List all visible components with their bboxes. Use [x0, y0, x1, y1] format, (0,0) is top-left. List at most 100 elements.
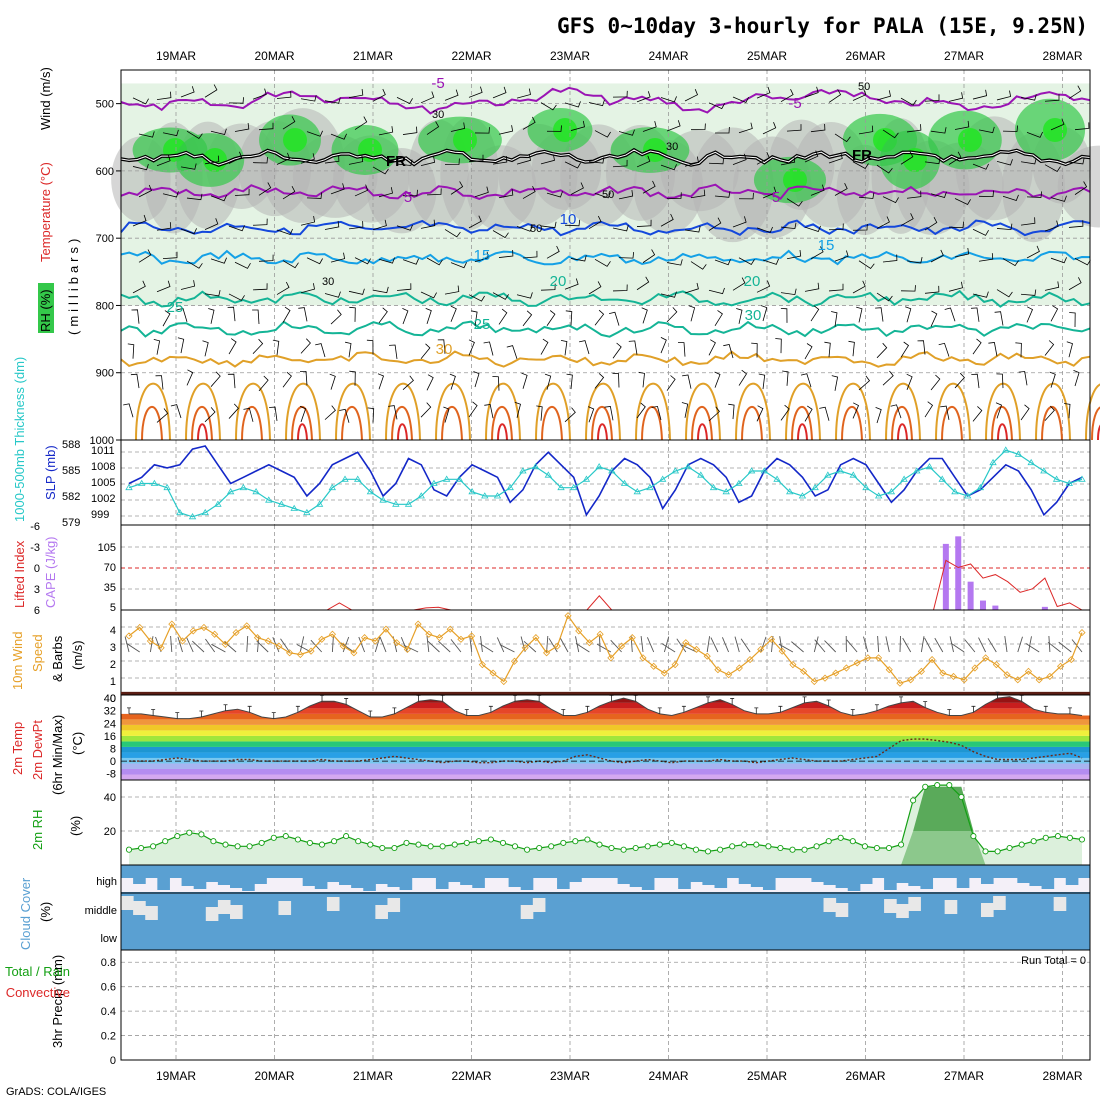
wind-barb [498, 308, 508, 325]
wind-10m-barb [813, 636, 819, 653]
thickness-point [531, 463, 540, 470]
wind-barb [1074, 122, 1090, 131]
thickness-point [735, 479, 743, 486]
rh-point [898, 841, 905, 848]
wind-barb [900, 285, 916, 292]
thickness-point [176, 508, 184, 516]
wind-barb [723, 344, 734, 359]
wind-barb [900, 341, 910, 358]
cloud-high-cell [254, 866, 267, 884]
wind-barb [588, 281, 602, 295]
wind-barb [876, 342, 888, 359]
wind-barb [714, 310, 723, 327]
wind-10m-barb [920, 636, 925, 653]
wind-speed-point [864, 654, 872, 662]
wind-barb [678, 342, 686, 357]
wind-barb [437, 339, 446, 354]
wind-barb [443, 406, 450, 423]
wind-10m-barb [734, 636, 740, 653]
dewpoint-2m-label: 2m DewPt [30, 720, 45, 780]
wind-10m-barbs [124, 635, 1083, 653]
wind-10m-barb [846, 639, 858, 653]
wind-barb [474, 186, 489, 198]
temp-band [121, 752, 1090, 758]
wind-barb [180, 163, 197, 170]
wind-barb [762, 258, 779, 265]
rh-legend-swatch [38, 283, 54, 333]
wind-speed-point [821, 674, 829, 682]
wind-speed-point [692, 645, 701, 654]
wind-speed-point [382, 625, 390, 633]
thickness-point [887, 488, 896, 495]
minmax-marker [730, 698, 735, 705]
wind-barb [564, 219, 581, 227]
thickness-point [620, 479, 629, 486]
wind-barb [426, 121, 440, 135]
li-tick-label: -3 [30, 542, 40, 554]
warm-contour [285, 382, 321, 441]
wind-10m-barb [1048, 635, 1051, 653]
minmax-label: (6hr Min/Max) [50, 715, 65, 795]
wind-speed-point [767, 635, 776, 643]
wind-barb [594, 258, 611, 267]
wind-barb [1068, 157, 1085, 165]
wind-barb [738, 257, 755, 266]
rh-point [427, 843, 434, 850]
minmax-marker [223, 704, 228, 711]
cloud-high-cell [157, 866, 170, 890]
rh-point [451, 841, 458, 848]
thickness-point [913, 467, 921, 474]
cloud-high-cell [750, 866, 764, 887]
wind-barb [900, 213, 914, 226]
wind-speed-point [607, 654, 615, 662]
wind-speed-point [221, 640, 229, 648]
cape-tick-label: 105 [98, 542, 116, 554]
thickness-point [252, 488, 260, 495]
minmax-marker [585, 705, 590, 713]
wind-barb [269, 406, 278, 422]
wind-speed-point [949, 672, 958, 681]
wind-barb [780, 404, 790, 421]
isotherm-10 [120, 219, 1091, 237]
rh-point [162, 838, 169, 845]
wind-barb [612, 90, 628, 98]
wind-10m-barb [924, 637, 933, 653]
cloud-middle-gap [823, 898, 837, 912]
wind-barb [127, 343, 135, 359]
thickness-point [722, 488, 730, 495]
wind-10m-barb [403, 644, 419, 653]
warm-contour [435, 382, 471, 441]
wind-barb [348, 221, 364, 230]
temp-band [121, 708, 1090, 714]
wind-barb [954, 247, 970, 258]
wind-barb [468, 215, 482, 229]
thickness-point [709, 483, 718, 491]
wind-speed-point [896, 679, 904, 687]
wind-grid [121, 610, 1090, 695]
wind-barb [609, 311, 620, 326]
wind-barb [402, 126, 418, 135]
cloud-high-cell [641, 866, 655, 890]
wind-10m-barb [663, 636, 670, 653]
wind-barb [252, 309, 260, 325]
wind-barb [186, 130, 203, 140]
cape-bar [1041, 606, 1048, 610]
cloud-middle-gap [884, 899, 897, 913]
wind-barb [588, 406, 595, 423]
slp-axes: 1011 1008 1005 1002 999 588 585 582 579 [62, 439, 115, 529]
wind-speed-point [1003, 671, 1011, 679]
precip-tick-label: 0.4 [101, 1006, 116, 1018]
thickness-point [938, 475, 946, 482]
wind-barb [906, 190, 922, 199]
wind-speed-point [189, 627, 197, 635]
wind-barb [444, 158, 460, 165]
cloud-high-cell [920, 866, 934, 889]
isotherm-label: 20 [744, 273, 761, 290]
wind-barb [786, 198, 803, 207]
wind-barb [402, 189, 418, 197]
wind-barb [388, 405, 398, 420]
cloud-high-label: high [96, 876, 117, 888]
cloud-high-cell [714, 866, 728, 888]
thickness-point [925, 463, 934, 470]
wind-barb [588, 99, 605, 107]
